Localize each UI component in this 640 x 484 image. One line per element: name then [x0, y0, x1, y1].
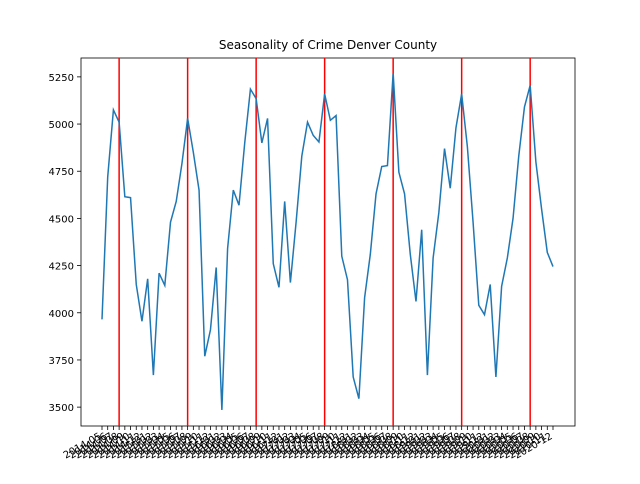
y-tick-label: 4500	[49, 214, 74, 225]
y-tick-label: 4250	[49, 262, 74, 273]
y-tick-label: 5000	[49, 120, 74, 131]
y-tick-label: 5250	[49, 73, 74, 84]
chart-title: Seasonality of Crime Denver County	[219, 38, 437, 52]
y-tick-label: 3750	[49, 356, 74, 367]
y-tick-label: 4000	[49, 309, 74, 320]
line-series	[101, 73, 554, 410]
y-tick-label: 3500	[49, 403, 74, 414]
y-tick-label: 4750	[49, 167, 74, 178]
plot-frame	[80, 57, 576, 427]
